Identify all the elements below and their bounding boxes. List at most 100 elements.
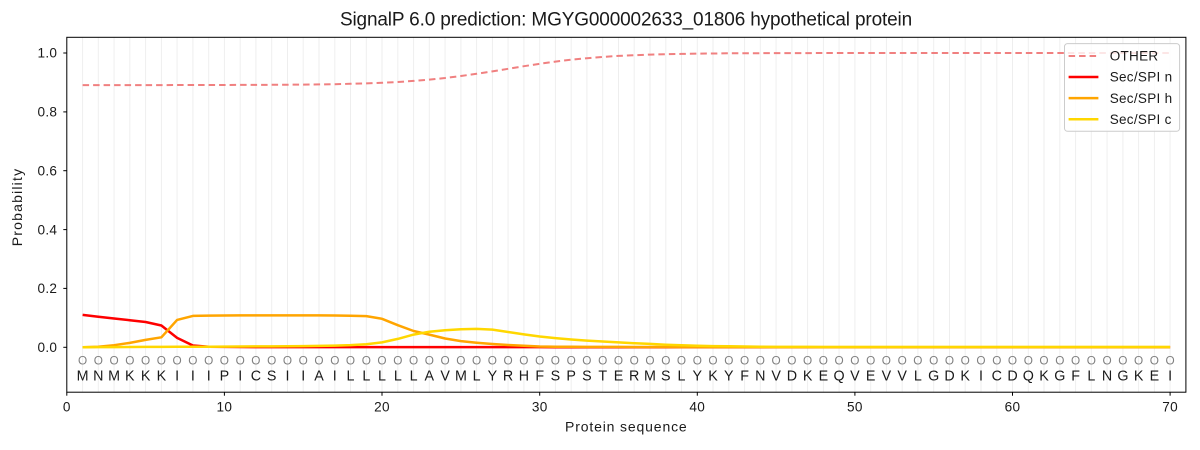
svg-text:O: O bbox=[456, 354, 465, 368]
svg-text:L: L bbox=[678, 369, 686, 385]
svg-text:O: O bbox=[78, 354, 87, 368]
svg-text:O: O bbox=[913, 354, 922, 368]
svg-text:O: O bbox=[724, 354, 733, 368]
svg-text:O: O bbox=[756, 354, 765, 368]
svg-text:K: K bbox=[708, 369, 718, 385]
svg-text:L: L bbox=[362, 369, 370, 385]
svg-text:O: O bbox=[236, 354, 245, 368]
svg-text:K: K bbox=[803, 369, 813, 385]
svg-text:0.4: 0.4 bbox=[37, 222, 57, 237]
svg-text:E: E bbox=[819, 369, 829, 385]
svg-text:C: C bbox=[251, 369, 261, 385]
svg-text:V: V bbox=[897, 369, 907, 385]
svg-text:O: O bbox=[582, 354, 591, 368]
svg-text:O: O bbox=[693, 354, 702, 368]
svg-text:O: O bbox=[898, 354, 907, 368]
svg-text:O: O bbox=[441, 354, 450, 368]
svg-text:Q: Q bbox=[1023, 369, 1034, 385]
svg-text:Y: Y bbox=[724, 369, 734, 385]
svg-text:O: O bbox=[488, 354, 497, 368]
svg-text:0.6: 0.6 bbox=[37, 163, 57, 178]
svg-text:M: M bbox=[108, 369, 120, 385]
svg-text:O: O bbox=[1134, 354, 1143, 368]
svg-text:O: O bbox=[567, 354, 576, 368]
svg-text:F: F bbox=[535, 369, 544, 385]
svg-text:O: O bbox=[125, 354, 134, 368]
svg-text:O: O bbox=[1039, 354, 1048, 368]
svg-text:D: D bbox=[944, 369, 954, 385]
svg-text:K: K bbox=[141, 369, 151, 385]
svg-text:L: L bbox=[394, 369, 402, 385]
svg-text:O: O bbox=[598, 354, 607, 368]
svg-text:Y: Y bbox=[693, 369, 703, 385]
svg-text:O: O bbox=[377, 354, 386, 368]
svg-text:Q: Q bbox=[834, 369, 845, 385]
svg-text:M: M bbox=[644, 369, 656, 385]
svg-text:60: 60 bbox=[1005, 400, 1021, 415]
svg-text:D: D bbox=[787, 369, 797, 385]
svg-text:I: I bbox=[175, 369, 179, 385]
svg-text:O: O bbox=[945, 354, 954, 368]
svg-text:M: M bbox=[77, 369, 89, 385]
svg-text:G: G bbox=[1054, 369, 1065, 385]
svg-text:S: S bbox=[267, 369, 277, 385]
svg-text:V: V bbox=[882, 369, 892, 385]
svg-text:K: K bbox=[1039, 369, 1049, 385]
svg-text:O: O bbox=[819, 354, 828, 368]
svg-text:I: I bbox=[301, 369, 305, 385]
svg-text:70: 70 bbox=[1162, 400, 1178, 415]
svg-text:T: T bbox=[598, 369, 607, 385]
svg-text:O: O bbox=[1087, 354, 1096, 368]
svg-text:O: O bbox=[283, 354, 292, 368]
svg-text:0: 0 bbox=[63, 400, 71, 415]
svg-text:O: O bbox=[472, 354, 481, 368]
svg-text:O: O bbox=[519, 354, 528, 368]
svg-text:O: O bbox=[425, 354, 434, 368]
svg-text:O: O bbox=[992, 354, 1001, 368]
svg-text:50: 50 bbox=[847, 400, 863, 415]
svg-text:O: O bbox=[346, 354, 355, 368]
svg-text:I: I bbox=[1168, 369, 1172, 385]
svg-text:L: L bbox=[1087, 369, 1095, 385]
svg-text:O: O bbox=[708, 354, 717, 368]
svg-text:10: 10 bbox=[217, 400, 233, 415]
svg-text:O: O bbox=[393, 354, 402, 368]
svg-text:O: O bbox=[1008, 354, 1017, 368]
svg-text:K: K bbox=[960, 369, 970, 385]
svg-text:L: L bbox=[473, 369, 481, 385]
svg-text:O: O bbox=[866, 354, 875, 368]
svg-text:N: N bbox=[755, 369, 765, 385]
svg-text:E: E bbox=[614, 369, 624, 385]
svg-text:O: O bbox=[740, 354, 749, 368]
svg-text:Probability: Probability bbox=[9, 168, 25, 247]
svg-text:OTHER: OTHER bbox=[1110, 49, 1159, 64]
svg-text:O: O bbox=[504, 354, 513, 368]
svg-text:E: E bbox=[866, 369, 876, 385]
svg-text:A: A bbox=[425, 369, 435, 385]
svg-text:D: D bbox=[1007, 369, 1017, 385]
svg-text:F: F bbox=[740, 369, 749, 385]
svg-text:1.0: 1.0 bbox=[37, 46, 57, 61]
svg-text:E: E bbox=[1150, 369, 1160, 385]
svg-text:O: O bbox=[251, 354, 260, 368]
svg-text:O: O bbox=[630, 354, 639, 368]
svg-text:N: N bbox=[93, 369, 103, 385]
svg-text:SignalP 6.0 prediction: MGYG00: SignalP 6.0 prediction: MGYG000002633_01… bbox=[340, 10, 912, 31]
svg-text:0.2: 0.2 bbox=[37, 281, 57, 296]
svg-text:L: L bbox=[410, 369, 418, 385]
svg-text:Y: Y bbox=[488, 369, 498, 385]
svg-text:Sec/SPI c: Sec/SPI c bbox=[1110, 112, 1172, 127]
svg-text:I: I bbox=[333, 369, 337, 385]
svg-text:O: O bbox=[362, 354, 371, 368]
svg-text:40: 40 bbox=[689, 400, 705, 415]
svg-text:I: I bbox=[238, 369, 242, 385]
svg-text:0.8: 0.8 bbox=[37, 105, 57, 120]
svg-text:O: O bbox=[677, 354, 686, 368]
svg-text:20: 20 bbox=[374, 400, 390, 415]
svg-text:Sec/SPI h: Sec/SPI h bbox=[1110, 91, 1173, 106]
svg-text:O: O bbox=[661, 354, 670, 368]
svg-text:A: A bbox=[314, 369, 324, 385]
svg-text:O: O bbox=[1166, 354, 1175, 368]
svg-text:O: O bbox=[882, 354, 891, 368]
svg-text:P: P bbox=[566, 369, 576, 385]
